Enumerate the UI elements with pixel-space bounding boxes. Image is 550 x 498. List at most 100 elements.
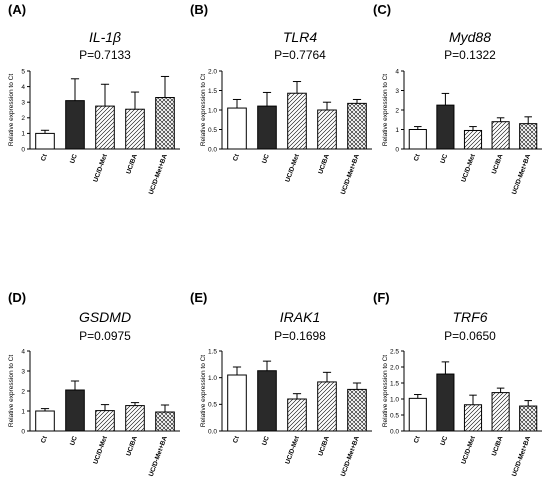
x-tick-label: Ct [40,153,49,163]
x-tick-label: UC [261,435,271,447]
y-tick-label: 4 [21,348,25,355]
bar-uc-d-met-ba [155,97,175,150]
panel-label: (E) [190,290,207,305]
bar-uc-d-met-ba [347,102,367,150]
x-tick-label: UC/BA [125,435,139,457]
y-tick-label: 0.0 [208,146,217,153]
p-value: P=0.1322 [444,48,496,62]
x-tick-label: Ct [232,153,241,163]
x-tick-label: UC [69,435,79,447]
x-tick-label: UC/BA [491,153,505,175]
x-tick-label: UC/BA [491,435,505,457]
y-axis-label: Relative expression to Ct [382,355,389,427]
gene-title: Myd88 [449,29,491,45]
y-tick-label: 4 [395,68,399,75]
x-tick-label: UC/BA [317,153,331,175]
panel-a: (A) IL-1β P=0.7133 Relative expression to C… [8,2,180,196]
bar-uc-d-met-ba [155,411,175,432]
bar-uc-ba [317,109,337,150]
x-tick-label: UC/D-Met [92,153,109,184]
bar-uc-d-met [463,129,483,150]
panel-label: (D) [8,290,26,305]
bar-uc-ba [491,121,510,150]
y-tick-label: 0.5 [390,412,399,419]
x-tick-label: Ct [232,435,241,445]
x-tick-label: Ct [413,153,422,163]
bar-uc-d-met [287,398,307,432]
x-tick-label: UC [439,153,449,165]
panel-d: (D) GSDMD P=0.0975 Relative expression to C… [8,290,180,478]
panel-c: (C) Myd88 P=0.1322 Relative expression to C… [373,2,542,196]
y-tick-label: 1.5 [390,380,399,387]
y-tick-label: 2 [21,115,25,122]
bar-uc [65,389,85,432]
bar-uc [65,100,85,150]
x-tick-label: UC/D-Met+BA [148,435,169,478]
y-axis-label: Relative expression to Ct [200,74,207,146]
bar-uc-ba [125,405,145,432]
bar-uc-d-met [463,404,483,432]
y-tick-label: 0.0 [208,428,217,435]
panel-label: (B) [190,2,208,17]
y-tick-label: 4 [21,84,25,91]
y-tick-label: 1.0 [208,107,217,114]
bar-uc-d-met-ba [347,388,367,432]
y-tick-label: 2.0 [208,68,217,75]
x-tick-label: Ct [413,435,422,445]
y-tick-label: 0.5 [208,402,217,409]
x-tick-label: UC/D-Met [460,153,477,184]
gene-title: TRF6 [453,309,488,325]
bar-uc-ba [125,108,145,150]
y-axis-label: Relative expression to Ct [382,74,389,146]
y-tick-label: 3 [21,368,25,375]
bar-ct [227,107,247,150]
x-tick-label: UC/D-Met [460,435,477,466]
bar-ct [35,132,55,150]
bar-uc-ba [491,392,510,432]
y-tick-label: 0.0 [390,428,399,435]
bar-uc-d-met [95,410,115,432]
y-axis-label: Relative expression to Ct [8,74,15,146]
panel-b: (B) TLR4 P=0.7764 Relative expression to Ct… [190,2,372,196]
x-tick-label: UC/D-Met+BA [340,153,361,196]
bar-ct [408,129,427,150]
bar-uc [436,104,455,150]
x-tick-label: UC/BA [317,435,331,457]
gene-title: TLR4 [283,29,317,45]
bar-ct [408,397,427,432]
x-tick-label: UC/D-Met [284,435,301,466]
y-tick-label: 5 [21,68,25,75]
bar-uc-d-met [95,105,115,150]
y-tick-label: 2.5 [390,348,399,355]
y-axis-label: Relative expression to Ct [200,355,207,427]
p-value: P=0.0975 [79,329,131,343]
bar-uc-d-met [287,92,307,150]
y-axis-label: Relative expression to Ct [8,355,15,427]
bar-ct [227,374,247,432]
bar-uc-d-met-ba [519,123,538,150]
p-value: P=0.0650 [444,329,496,343]
y-tick-label: 1.0 [208,375,217,382]
y-tick-label: 1.0 [390,396,399,403]
x-tick-label: UC [261,153,271,165]
y-tick-label: 0 [21,146,25,153]
x-tick-label: UC/D-Met+BA [511,153,532,196]
x-tick-label: UC/D-Met [284,153,301,184]
gene-title: IRAK1 [280,309,320,325]
p-value: P=0.7764 [274,48,326,62]
y-tick-label: 2.0 [390,364,399,371]
y-tick-label: 2 [21,388,25,395]
y-tick-label: 0.5 [208,127,217,134]
x-tick-label: Ct [40,435,49,445]
panel-f: (F) TRF6 P=0.0650 Relative expression to Ct… [373,290,542,478]
p-value: P=0.7133 [79,48,131,62]
x-tick-label: UC [439,435,449,447]
panel-label: (C) [373,2,391,17]
bar-uc [257,105,277,150]
panel-label: (A) [8,2,26,17]
y-tick-label: 1 [395,127,399,134]
y-tick-label: 0 [395,146,399,153]
gene-title: IL-1β [89,29,121,45]
y-tick-label: 1 [21,408,25,415]
bar-uc-ba [317,381,337,432]
